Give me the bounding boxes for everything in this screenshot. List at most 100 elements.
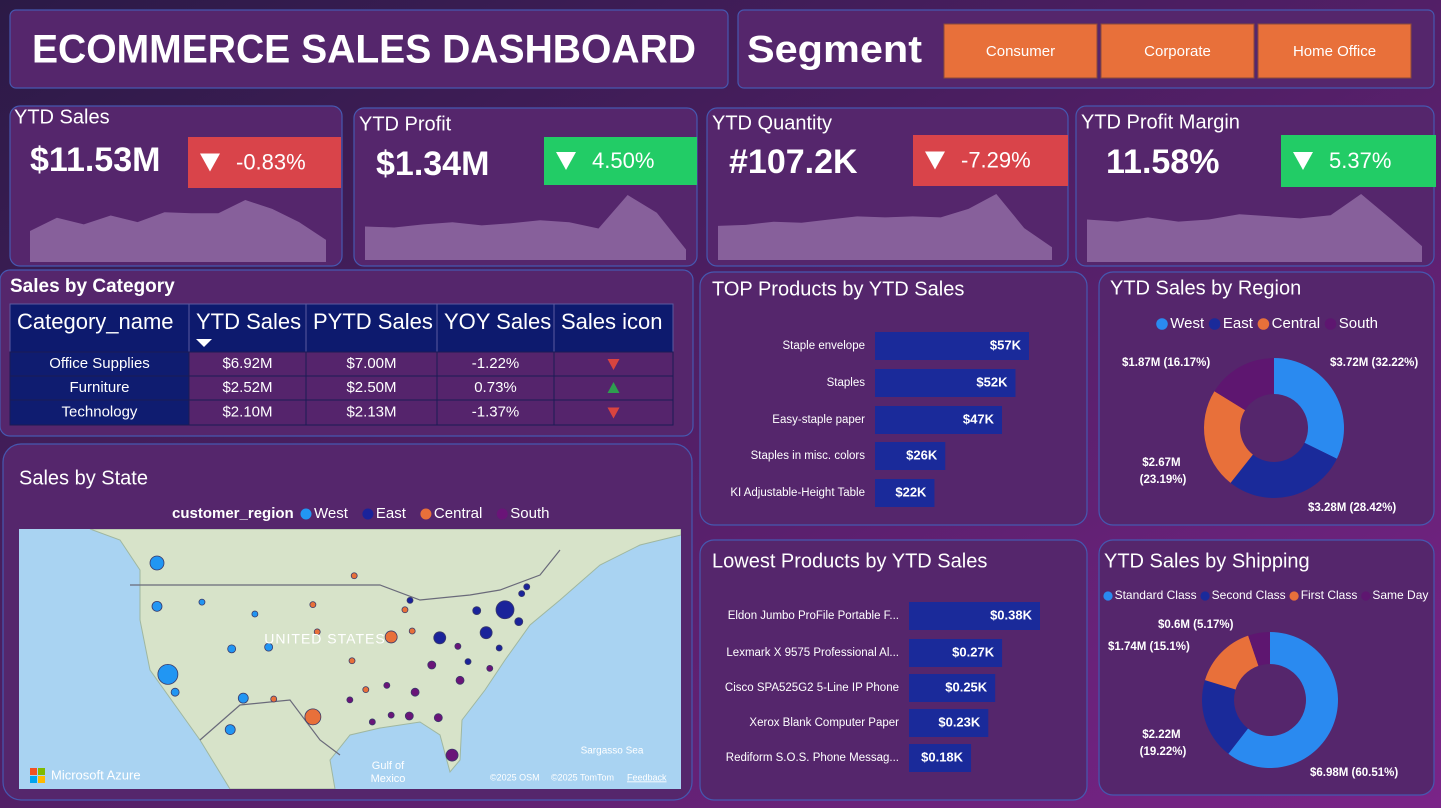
bar-category: Rediform S.O.S. Phone Messag... <box>726 752 899 764</box>
map-attribution[interactable]: Feedback <box>627 772 667 782</box>
table-cell <box>188 351 307 377</box>
map <box>19 529 681 789</box>
bar <box>875 479 935 507</box>
table-header-cell <box>188 303 307 353</box>
donut-slice <box>1214 358 1274 411</box>
table-header-cell <box>9 303 190 353</box>
segment-label: Segment <box>747 29 922 71</box>
map-bubble <box>348 657 356 665</box>
donut-label: $3.72M (32.22%) <box>1330 357 1418 369</box>
bar-value-label: $26K <box>906 447 938 462</box>
sales-icon <box>607 382 620 393</box>
map-bubble <box>408 627 416 635</box>
azure-logo <box>30 776 37 783</box>
map-bubble <box>495 644 503 652</box>
bar <box>875 406 1002 434</box>
table-cell-text: $2.52M <box>222 379 272 396</box>
map-bubble <box>454 642 462 650</box>
map-border <box>130 549 561 601</box>
bar-category: Staple envelope <box>783 340 865 352</box>
kpi-value: $1.34M <box>376 145 489 183</box>
kpi-change: 5.37% <box>1329 148 1391 173</box>
donut-slice <box>1204 391 1253 483</box>
kpi-change-arrow <box>200 153 220 172</box>
legend-label: Central <box>1272 315 1320 332</box>
map-place-label: Mexico <box>371 773 406 785</box>
donut-slice <box>1274 358 1344 459</box>
map-bubble <box>433 631 447 645</box>
bar-category: Lexmark X 9575 Professional Al... <box>726 647 899 659</box>
legend-swatch <box>1200 591 1210 601</box>
legend-swatch <box>1257 318 1270 330</box>
region-panel <box>1098 271 1435 526</box>
donut-slice <box>1204 635 1259 690</box>
map-bubble <box>368 718 376 726</box>
legend-label: East <box>1223 315 1254 332</box>
table-cell-text: -1.22% <box>472 355 520 372</box>
kpi-change: -7.29% <box>961 147 1031 172</box>
map-bubble <box>237 692 249 704</box>
table-cell-text: Technology <box>62 403 138 420</box>
kpi-value: #107.2K <box>729 143 858 181</box>
map-bubble <box>224 724 236 735</box>
map-attribution: ©2025 TomTom <box>551 772 614 782</box>
map-bubble <box>384 630 398 644</box>
donut-label: $0.6M (5.17%) <box>1158 619 1234 631</box>
table-cell-text: Office Supplies <box>49 355 150 372</box>
map-bubble <box>251 610 259 618</box>
table-cell-text: 0.73% <box>474 379 517 396</box>
segment-button[interactable] <box>1257 23 1412 79</box>
bar-value-label: $47K <box>963 411 995 426</box>
map-place-label: Sargasso Sea <box>581 746 644 757</box>
legend-swatch <box>420 508 432 520</box>
sparkline-area <box>30 200 326 262</box>
map-place-label: UNITED STATES <box>264 631 385 647</box>
map-bubble <box>445 748 459 762</box>
bar-category: Xerox Blank Computer Paper <box>749 717 899 729</box>
map-bubble <box>410 687 420 697</box>
bar-value-label: $0.27K <box>952 644 995 659</box>
table-cell-text: -1.37% <box>472 403 520 420</box>
map-bubbles <box>149 555 531 762</box>
table-header-cell <box>436 303 555 353</box>
map-bubble <box>198 598 206 606</box>
bar <box>909 639 1003 667</box>
donut-slice <box>1228 632 1338 768</box>
map-bubble <box>523 583 531 591</box>
map-bubble <box>401 606 409 614</box>
donut-label: $1.87M (16.17%) <box>1122 357 1210 369</box>
kpi-title: YTD Sales <box>14 106 110 128</box>
legend-label: Standard Class <box>1115 588 1197 602</box>
map-bubble <box>264 642 274 652</box>
segment-option: Home Office <box>1293 43 1376 60</box>
table-cell-text: $2.13M <box>346 403 396 420</box>
table-cell-text: $7.00M <box>346 355 396 372</box>
legend-label: South <box>510 505 549 522</box>
table-cell-text: $2.10M <box>222 403 272 420</box>
shipping-panel <box>1098 539 1435 796</box>
legend-title: customer_region <box>172 505 294 522</box>
map-bubble <box>170 687 180 697</box>
map-bubble <box>486 665 494 672</box>
legend-label: West <box>314 505 349 522</box>
map-bubble <box>270 695 278 703</box>
map-bubble <box>227 644 237 654</box>
map-bubble <box>157 663 179 685</box>
map-bubble <box>404 711 414 721</box>
segment-button[interactable] <box>1100 23 1255 79</box>
kpi-change: -0.83% <box>236 149 306 174</box>
bar-category: Cisco SPA525G2 5-Line IP Phone <box>725 682 899 694</box>
table-cell-text: Furniture <box>69 379 129 396</box>
map-attribution: ©2025 OSM <box>490 772 540 782</box>
table-cell <box>436 399 555 426</box>
legend-label: South <box>1339 315 1378 332</box>
bar <box>875 369 1016 397</box>
map-bubble <box>406 597 414 604</box>
donut-label: $2.22M (19.22%) <box>1140 729 1187 758</box>
bar <box>875 332 1029 360</box>
kpi-change: 4.50% <box>592 148 654 173</box>
map-bubble <box>350 572 358 580</box>
segment-button[interactable] <box>943 23 1098 79</box>
